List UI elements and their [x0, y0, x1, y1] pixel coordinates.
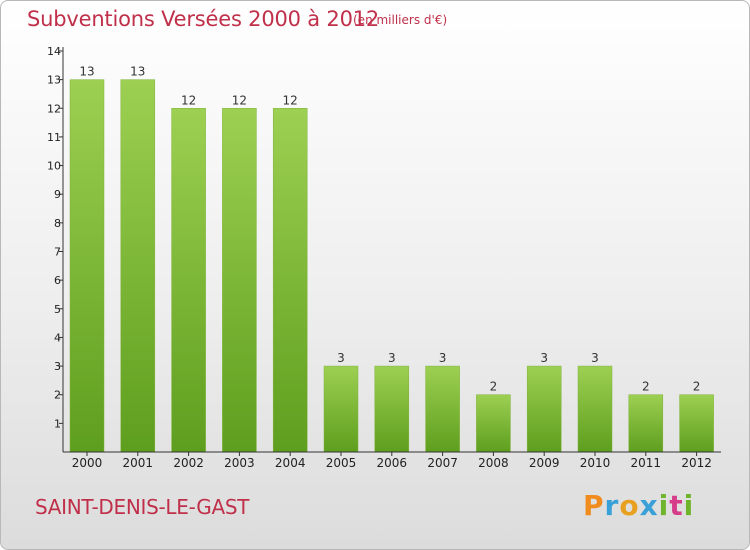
data-label-2003: 12 — [232, 93, 247, 107]
data-label-2005: 3 — [337, 351, 345, 365]
data-label-2010: 3 — [591, 351, 599, 365]
x-tick-label-2008: 2008 — [478, 456, 509, 470]
data-label-2004: 12 — [283, 93, 298, 107]
y-tick-label-9: 9 — [54, 188, 61, 201]
chart-title: Subventions Versées 2000 à 2012 — [27, 7, 380, 31]
x-tick-label-2004: 2004 — [275, 456, 306, 470]
x-tick-label-2003: 2003 — [224, 456, 255, 470]
logo-letter: r — [604, 489, 620, 522]
x-tick-label-2000: 2000 — [72, 456, 103, 470]
logo-letter: o — [619, 489, 640, 522]
x-tick-label-2009: 2009 — [529, 456, 560, 470]
chart-subtitle: (en milliers d'€) — [353, 13, 448, 27]
bar-2003 — [222, 108, 257, 453]
data-label-2008: 2 — [490, 380, 498, 394]
y-tick-label-6: 6 — [54, 274, 61, 287]
bar-2009 — [526, 365, 562, 453]
y-tick-label-13: 13 — [47, 74, 61, 87]
bar-2010 — [577, 365, 613, 453]
y-tick-label-4: 4 — [54, 331, 61, 344]
data-label-2000: 13 — [79, 65, 94, 79]
data-label-2012: 2 — [693, 380, 701, 394]
x-tick-label-2006: 2006 — [377, 456, 408, 470]
proxiti-logo: Proxiti — [583, 489, 694, 522]
place-name: SAINT-DENIS-LE-GAST — [35, 495, 250, 519]
x-tick-label-2007: 2007 — [427, 456, 458, 470]
bar-2011 — [628, 394, 664, 453]
x-tick-label-2002: 2002 — [173, 456, 204, 470]
logo-letter: i — [683, 489, 695, 522]
data-label-2002: 12 — [181, 93, 196, 107]
bar-2002 — [171, 108, 206, 453]
bar-2006 — [374, 365, 410, 453]
data-label-2007: 3 — [439, 351, 447, 365]
y-tick-label-8: 8 — [54, 217, 61, 230]
y-tick-label-10: 10 — [47, 160, 61, 173]
x-tick-label-2001: 2001 — [123, 456, 154, 470]
data-label-2009: 3 — [540, 351, 548, 365]
bars-group: 13 13 12 12 12 3 3 3 2 3 3 2 2 — [69, 65, 714, 453]
x-tick-label-2010: 2010 — [580, 456, 611, 470]
y-tick-label-11: 11 — [47, 131, 61, 144]
bar-2007 — [425, 365, 460, 453]
y-tick-label-2: 2 — [54, 389, 61, 402]
y-tick-label-3: 3 — [54, 360, 61, 373]
data-label-2001: 13 — [130, 65, 145, 79]
logo-letter: x — [639, 489, 659, 522]
y-tick-label-12: 12 — [47, 102, 61, 115]
y-tick-label-7: 7 — [54, 246, 61, 259]
bar-2008 — [476, 394, 511, 453]
y-tick-label-5: 5 — [54, 303, 61, 316]
bar-2000 — [69, 79, 105, 453]
logo-letter: i — [658, 489, 670, 522]
y-tick-label-14: 14 — [47, 45, 61, 58]
bar-2012 — [679, 394, 714, 453]
x-tick-label-2011: 2011 — [631, 456, 662, 470]
x-tick-label-2005: 2005 — [326, 456, 357, 470]
logo-letter: t — [669, 489, 684, 522]
data-label-2006: 3 — [388, 351, 396, 365]
logo-letter: P — [583, 489, 605, 522]
axes-group: 2000 2001 2002 2003 2004 2005 2006 2007 2008 2009… — [47, 45, 721, 470]
y-tick-label-1: 1 — [54, 417, 61, 430]
x-tick-label-2012: 2012 — [681, 456, 712, 470]
bar-2005 — [323, 365, 359, 453]
bar-2004 — [272, 108, 308, 453]
data-label-2011: 2 — [642, 380, 650, 394]
bar-2001 — [120, 79, 156, 453]
